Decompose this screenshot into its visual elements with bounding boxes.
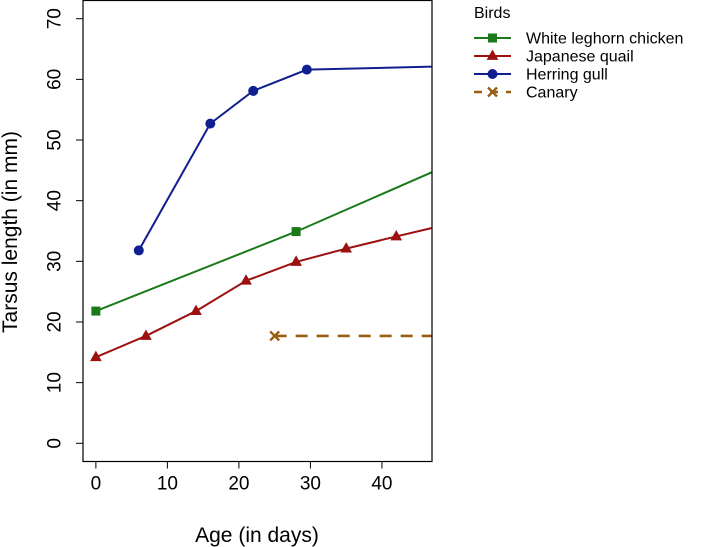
legend-marker-japanese-quail [486,49,499,60]
x-tick-label: 0 [91,474,102,495]
data-point-herring-gull [248,85,259,96]
data-point-white-leghorn-chicken [91,306,101,316]
y-tick-label: 60 [45,69,66,90]
data-point-japanese-quail [190,304,202,315]
series-layer [90,64,433,362]
data-point-japanese-quail [390,229,403,241]
series-herring-gull [133,64,433,256]
data-point-herring-gull [133,245,144,256]
series-white-leghorn-chicken [91,171,433,316]
x-tick-label: 20 [228,474,249,495]
legend-label-herring-gull: Herring gull [526,67,608,84]
series-line-japanese-quail [95,226,433,359]
legend-item-canary: Canary [474,85,578,102]
legend-marker-herring-gull [487,69,498,79]
data-point-white-leghorn-chicken [291,227,301,237]
x-tick-label: 40 [371,474,392,495]
data-point-herring-gull [301,64,312,75]
y-tick-label: 20 [45,311,66,332]
legend-marker-white-leghorn-chicken [488,33,497,43]
axes-layer: 0 10 20 30 40 0 10 20 30 40 50 60 70 [45,8,393,494]
legend-marker-canary [487,86,498,98]
y-axis-title: Tarsus length (in mm) [0,131,22,333]
series-canary [269,330,432,342]
series-line-white-leghorn-chicken [95,171,433,312]
series-line-herring-gull [137,65,433,251]
plot-frame [82,0,433,463]
data-point-japanese-quail [90,350,102,362]
legend-item-japanese-quail: Japanese quail [474,49,634,66]
x-axis-title: Age (in days) [195,524,319,547]
y-tick-label: 0 [45,438,66,449]
y-tick-label: 70 [45,8,66,29]
y-tick-label: 10 [45,372,66,393]
data-point-japanese-quail [340,242,353,253]
data-point-japanese-quail [240,274,252,285]
y-tick-label: 30 [45,251,66,272]
legend-label-white-leghorn-chicken: White leghorn chicken [526,31,683,48]
legend-label-japanese-quail: Japanese quail [526,49,634,66]
data-point-canary [269,330,281,342]
y-tick-label: 50 [45,129,66,150]
x-tick-label: 10 [157,474,178,495]
legend-item-white-leghorn-chicken: White leghorn chicken [474,31,683,48]
legend-label-canary: Canary [526,85,578,102]
data-point-japanese-quail [140,329,152,340]
legend-item-herring-gull: Herring gull [474,67,608,84]
data-point-japanese-quail [290,255,302,266]
series-japanese-quail [90,226,433,362]
legend-title: Birds [474,5,510,22]
y-tick-label: 40 [45,190,66,211]
data-point-herring-gull [205,118,216,129]
x-tick-label: 30 [300,474,321,495]
